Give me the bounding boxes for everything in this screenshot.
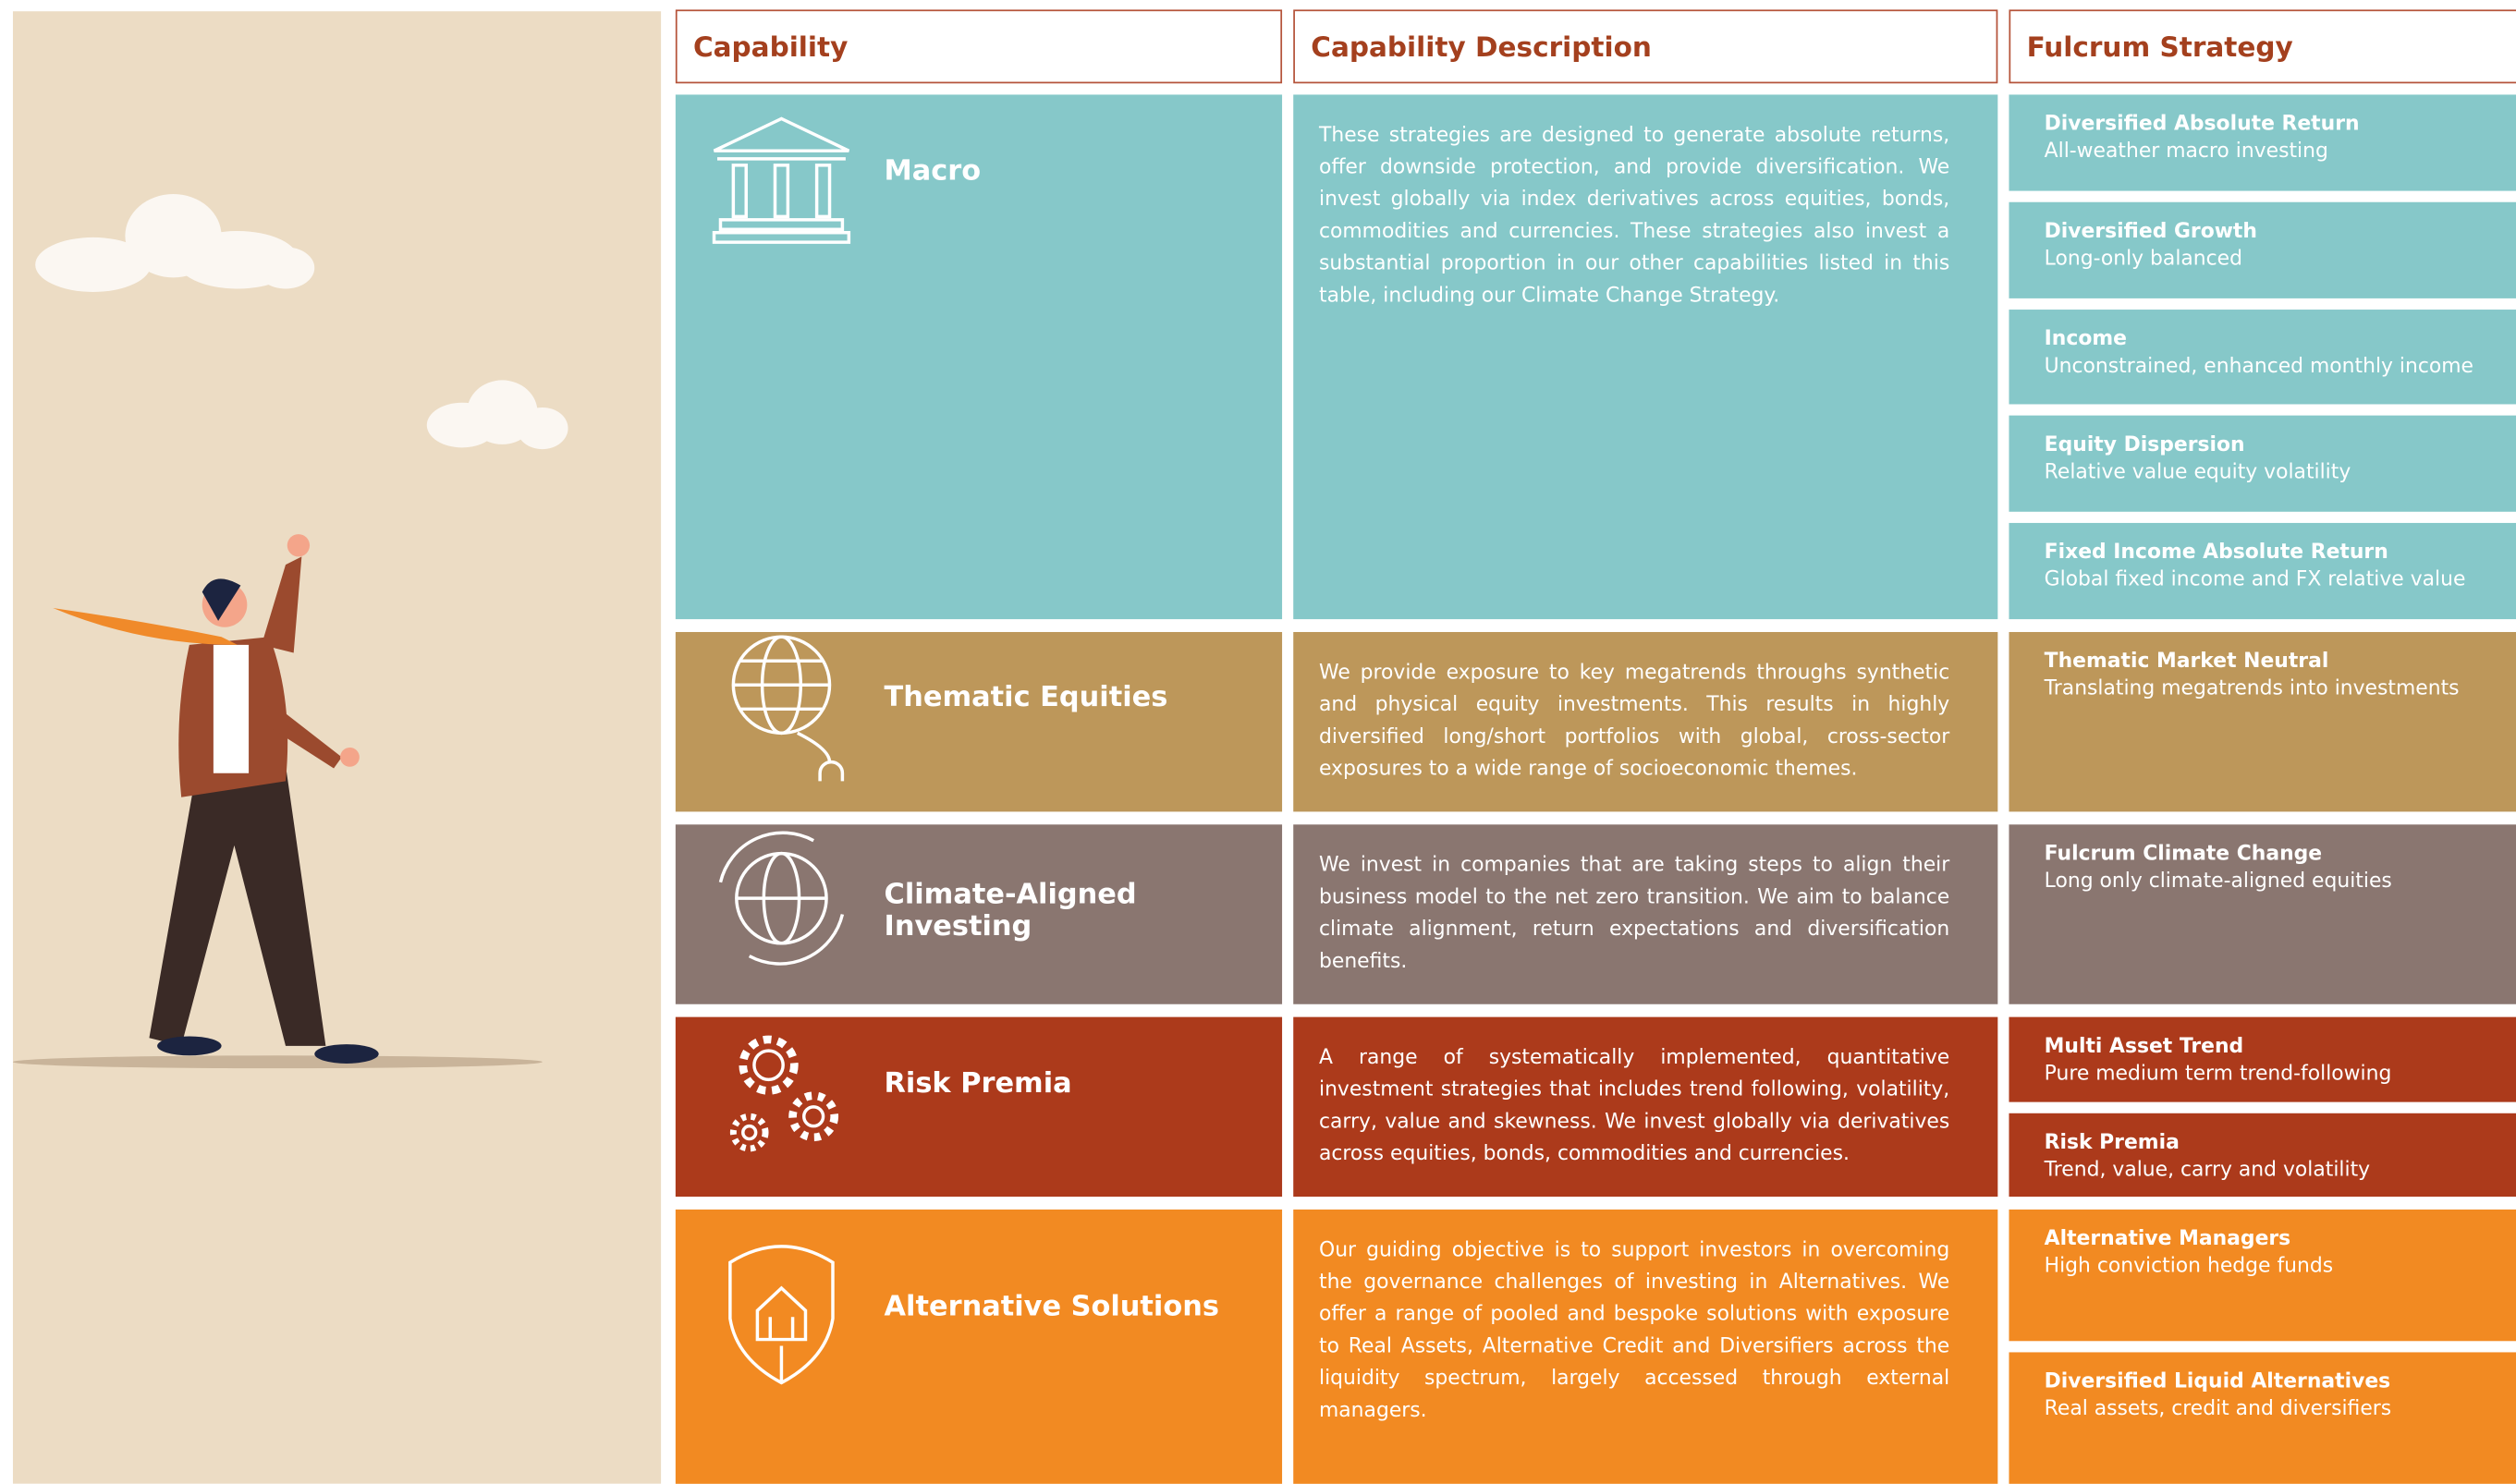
strategy-cell — [2009, 1016, 2516, 1101]
strategy-name: Diversified Liquid Alternatives — [2044, 1368, 2391, 1393]
capability-icon — [728, 1245, 835, 1385]
capability-cell — [675, 1209, 1283, 1484]
column-header: Capability — [675, 9, 1283, 84]
capability-cell — [675, 94, 1283, 620]
description-cell — [1293, 1209, 1998, 1484]
description: We invest in companies that are taking s… — [1318, 851, 1950, 973]
description-cell — [1293, 1016, 1998, 1198]
capability-icon — [712, 116, 851, 244]
strategy-name: Multi Asset Trend — [2044, 1032, 2244, 1058]
strategy-name: Fixed Income Absolute Return — [2044, 539, 2388, 564]
strategy-name: Diversified Absolute Return — [2044, 110, 2360, 135]
strategy-desc: Real assets, credit and diversifiers — [2044, 1395, 2392, 1420]
strategy-name: Income — [2044, 324, 2127, 349]
strategy-cell — [2009, 523, 2516, 620]
description-cell — [1293, 824, 1998, 1004]
strategy-name: Thematic Market Neutral — [2044, 648, 2329, 673]
capability-name: Climate-Aligned Investing — [884, 879, 1137, 943]
strategy-name: Diversified Growth — [2044, 217, 2257, 242]
strategy-cell — [2009, 824, 2516, 1004]
column-header: Capability Description — [1293, 9, 1998, 84]
strategy-desc: All-weather macro investing — [2044, 138, 2328, 163]
strategy-name: Equity Dispersion — [2044, 432, 2245, 456]
capability-icon — [729, 1035, 839, 1152]
capability-name: Thematic Equities — [884, 681, 1168, 714]
strategy-name: Risk Premia — [2044, 1128, 2180, 1153]
strategy-desc: Long-only balanced — [2044, 245, 2243, 270]
capability-name: Risk Premia — [884, 1068, 1072, 1101]
strategy-desc: Relative value equity volatility — [2044, 459, 2351, 484]
capability-cell — [675, 1016, 1283, 1198]
strategy-name: Fulcrum Climate Change — [2044, 840, 2323, 865]
column-header: Fulcrum Strategy — [2009, 9, 2516, 84]
illustration — [12, 11, 662, 1484]
strategy-desc: Long only climate-aligned equities — [2044, 868, 2392, 893]
capability-icon — [731, 635, 845, 782]
description-cell — [1293, 94, 1998, 620]
strategy-cell — [2009, 631, 2516, 812]
description: A range of systematically implemented, q… — [1318, 1044, 1950, 1165]
capability-name: Alternative Solutions — [884, 1291, 1219, 1324]
strategy-cell — [2009, 416, 2516, 513]
capability-name: Macro — [884, 155, 982, 189]
strategy-name: Alternative Managers — [2044, 1225, 2291, 1250]
strategy-desc: High conviction hedge funds — [2044, 1252, 2334, 1277]
strategy-desc: Translating megatrends into investments — [2044, 675, 2460, 699]
strategy-desc: Global fixed income and FX relative valu… — [2044, 566, 2466, 591]
description: These strategies are designed to generat… — [1318, 121, 1950, 307]
strategy-desc: Unconstrained, enhanced monthly income — [2044, 352, 2474, 377]
strategy-cell — [2009, 201, 2516, 298]
capability-icon — [718, 831, 845, 966]
strategy-cell — [2009, 94, 2516, 191]
description: Our guiding objective is to support inve… — [1318, 1236, 1950, 1422]
strategy-cell — [2009, 1112, 2516, 1198]
strategy-cell — [2009, 1209, 2516, 1342]
description-cell — [1293, 631, 1998, 812]
strategy-cell — [2009, 1352, 2516, 1484]
description: We provide exposure to key megatrends th… — [1318, 659, 1950, 780]
strategy-cell — [2009, 309, 2516, 406]
strategy-desc: Trend, value, carry and volatility — [2044, 1155, 2371, 1180]
strategy-desc: Pure medium term trend-following — [2044, 1060, 2392, 1085]
